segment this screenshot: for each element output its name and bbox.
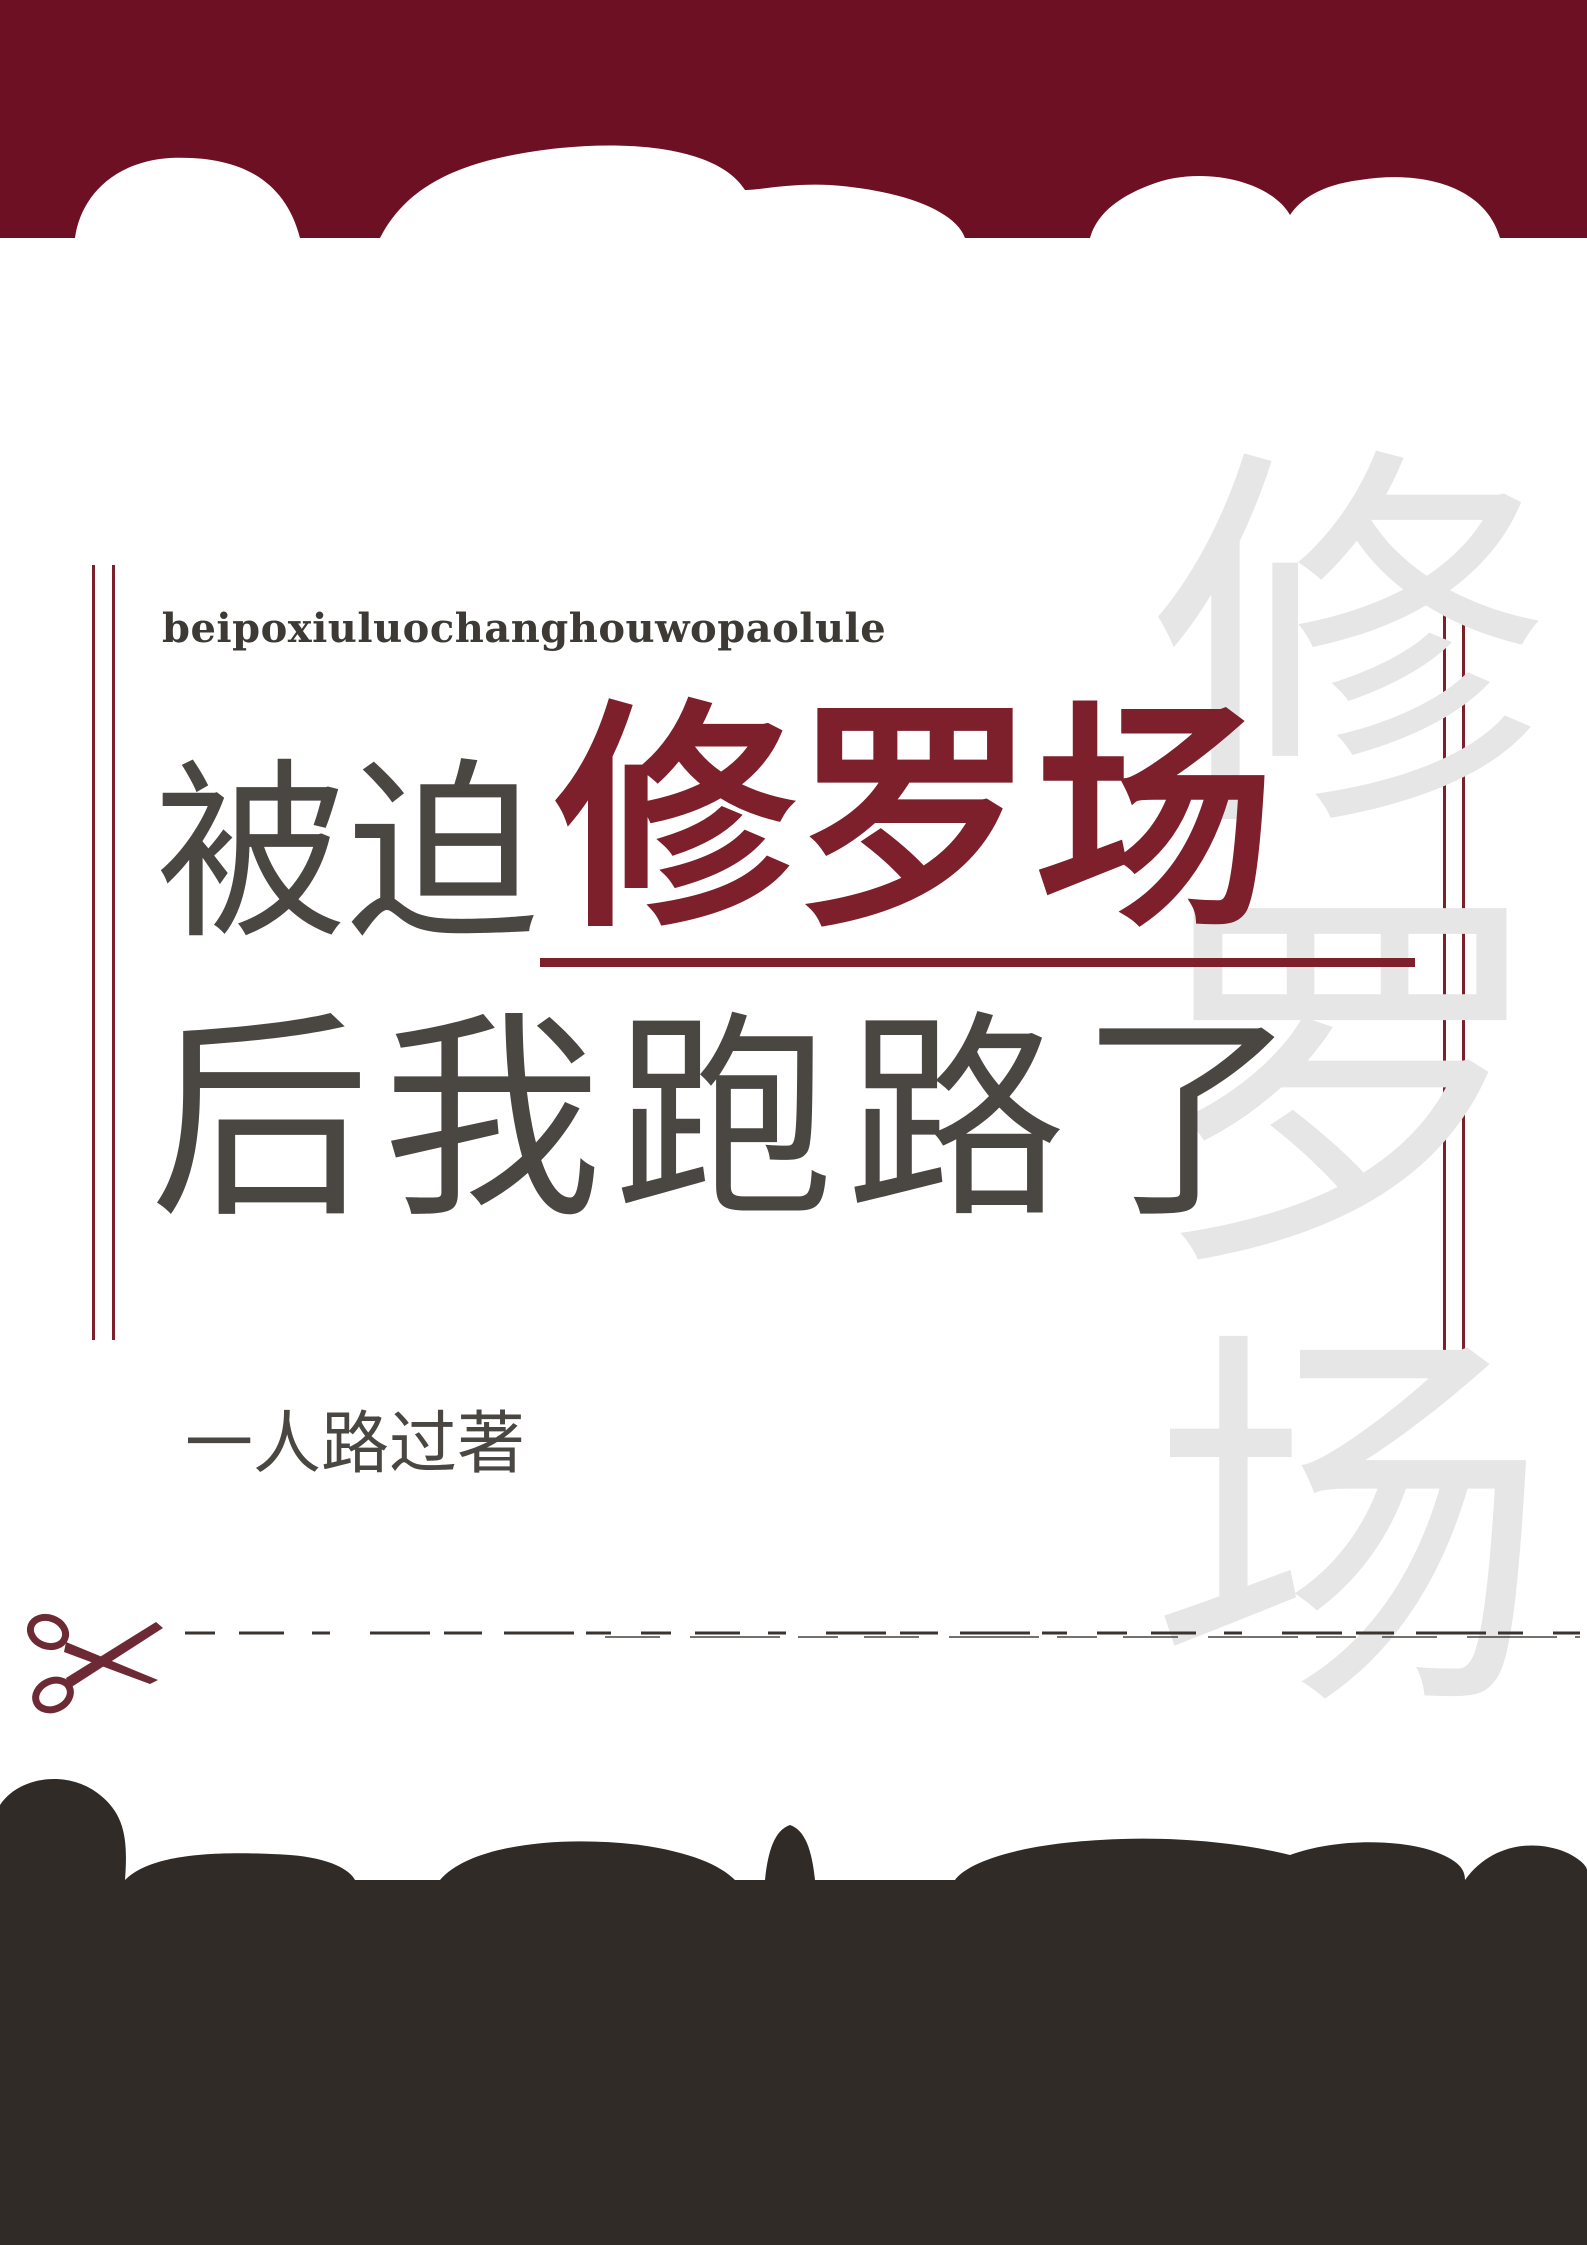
watermark-char-2: 罗 xyxy=(1150,857,1550,1322)
pinyin-title: beipoxiuluochanghouwopaolule xyxy=(162,605,887,652)
dashed-cut-line xyxy=(185,1631,1580,1638)
title-part-2-highlight: 修罗场 xyxy=(555,680,1276,960)
watermark-char-1: 修 xyxy=(1150,417,1550,882)
right-vertical-line-1 xyxy=(1443,612,1446,1382)
author-credit: 一人路过著 xyxy=(185,1405,526,1484)
left-vertical-line-1 xyxy=(92,565,95,1340)
title-underline xyxy=(540,958,1415,967)
scissors-icon xyxy=(26,1613,163,1714)
top-cloud-band xyxy=(0,0,1587,238)
watermark-text: 修 罗 场 xyxy=(1140,430,1560,1750)
bottom-cloud-band xyxy=(0,1778,1587,2245)
title-line-2: 后我跑路了 xyxy=(150,992,1311,1248)
title-part-1: 被迫 xyxy=(155,743,539,966)
right-vertical-line-2 xyxy=(1462,612,1465,1382)
watermark-char-3: 场 xyxy=(1150,1297,1550,1762)
left-vertical-line-2 xyxy=(112,565,115,1340)
